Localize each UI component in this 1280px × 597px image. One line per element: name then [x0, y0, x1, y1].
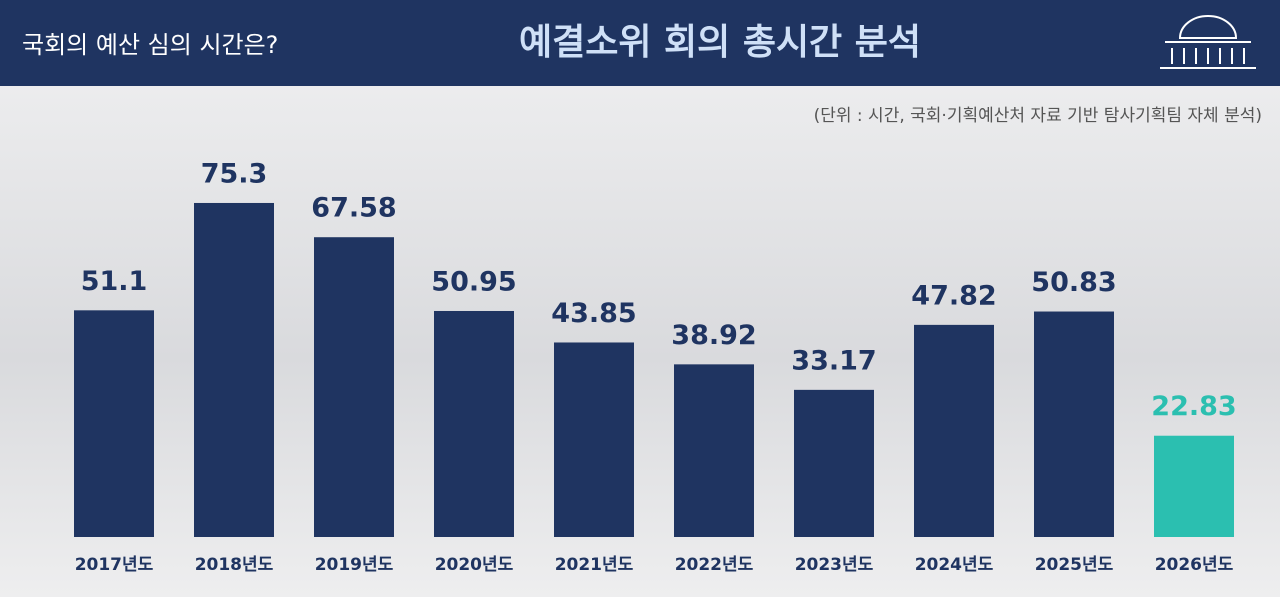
- bar: [434, 310, 514, 537]
- value-label: 38.92: [671, 320, 756, 351]
- bar: [194, 202, 274, 538]
- value-label: 67.58: [311, 193, 396, 224]
- x-tick-label: 2021년도: [555, 555, 634, 575]
- bar: [554, 342, 634, 537]
- value-label: 50.95: [431, 266, 516, 297]
- x-tick-label: 2023년도: [795, 555, 874, 575]
- x-tick-label: 2022년도: [675, 555, 754, 575]
- bar: [1034, 311, 1114, 537]
- bar: [74, 310, 154, 537]
- bar: [314, 237, 394, 537]
- x-tick-label: 2020년도: [435, 555, 514, 575]
- bar: [674, 364, 754, 537]
- x-tick-label: 2017년도: [75, 555, 154, 575]
- value-label: 75.3: [201, 158, 268, 189]
- bar: [914, 324, 994, 537]
- x-tick-label: 2018년도: [195, 555, 274, 575]
- value-label: 47.82: [911, 280, 996, 311]
- value-label: 22.83: [1151, 391, 1236, 422]
- note: (단위 : 시간, 국회·기획예산처 자료 기반 탐사기획팀 자체 분석): [814, 106, 1262, 126]
- bar: [794, 389, 874, 537]
- value-label: 43.85: [551, 298, 636, 329]
- x-tick-label: 2025년도: [1035, 555, 1114, 575]
- value-label: 51.1: [81, 266, 148, 297]
- chart-title: 예결소위 회의 총시간 분석: [519, 22, 921, 63]
- value-label: 33.17: [791, 345, 876, 376]
- header: [0, 0, 1280, 86]
- x-tick-label: 2019년도: [315, 555, 394, 575]
- x-tick-label: 2024년도: [915, 555, 994, 575]
- subtitle: 국회의 예산 심의 시간은?: [22, 31, 278, 59]
- assembly-icon: [1160, 15, 1256, 69]
- value-label: 50.83: [1031, 267, 1116, 298]
- x-tick-label: 2026년도: [1155, 555, 1234, 575]
- bar: [1154, 435, 1234, 537]
